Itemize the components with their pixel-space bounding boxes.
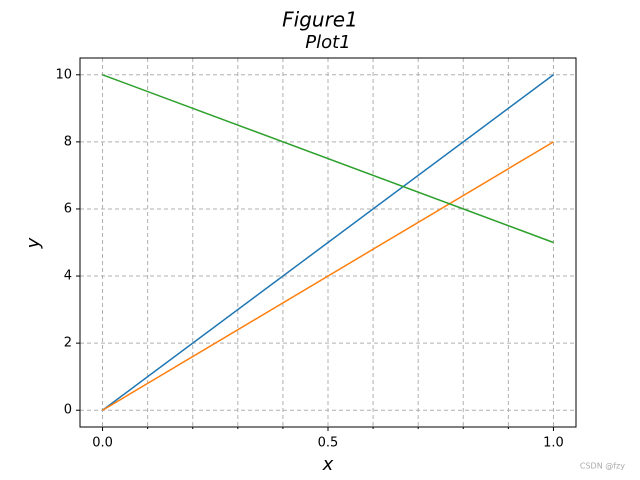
chart-subtitle: Plot1 <box>305 32 350 53</box>
y-axis-label: y <box>23 237 44 249</box>
y-tick-label: 8 <box>64 134 72 149</box>
y-tick-label: 4 <box>64 269 72 284</box>
series-line <box>102 74 554 411</box>
chart-title: Figure1 <box>282 8 358 32</box>
x-tick-label: 1.0 <box>543 436 564 451</box>
plot-frame <box>79 57 577 428</box>
y-tick-label: 2 <box>64 336 72 351</box>
y-tick-label: 10 <box>55 67 72 82</box>
series-line <box>102 74 554 244</box>
watermark: CSDN @fzy <box>580 462 625 471</box>
x-axis-label: x <box>322 454 334 475</box>
y-tick-label: 0 <box>64 403 72 418</box>
series-line <box>102 141 554 411</box>
x-tick-label: 0.0 <box>92 436 113 451</box>
y-tick-label: 6 <box>64 201 72 216</box>
x-tick-label: 0.5 <box>318 436 339 451</box>
